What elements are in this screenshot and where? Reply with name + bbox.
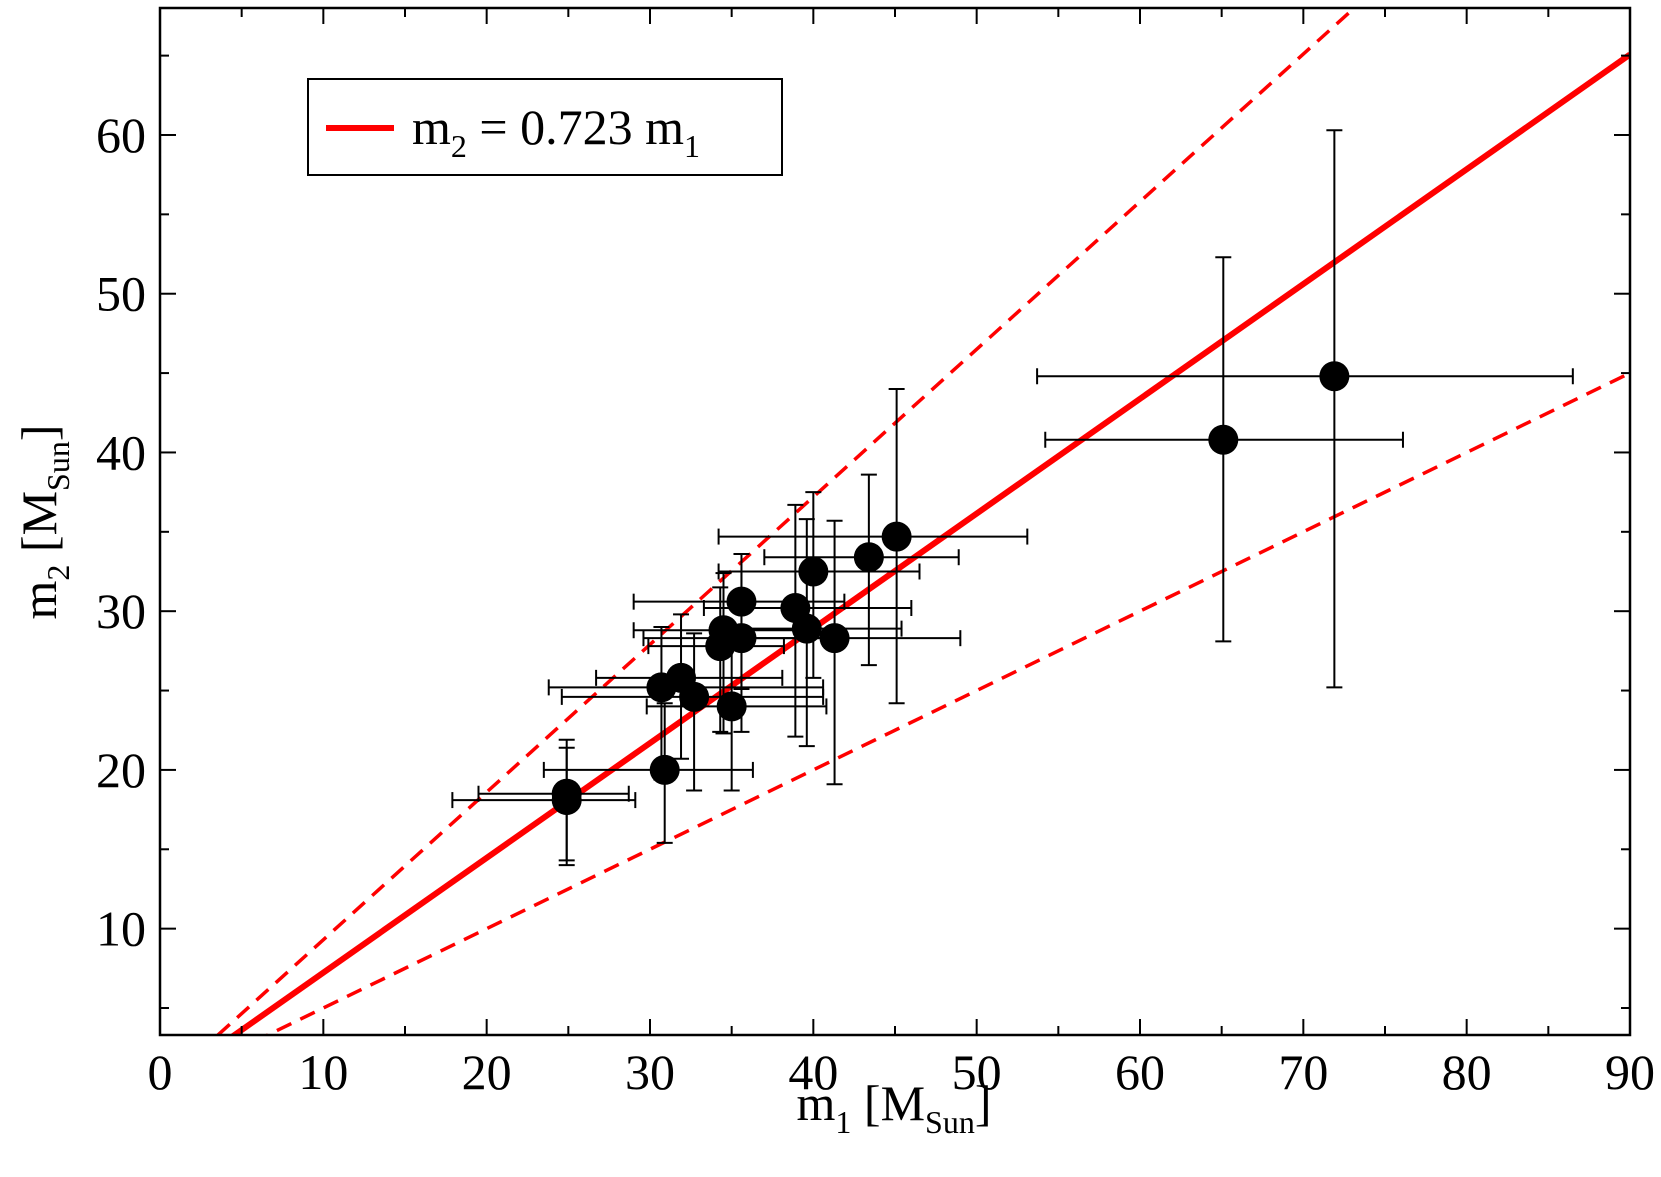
y-tick-label: 20 [96,742,146,798]
data-point-2 [649,754,680,785]
error-bar-2 [542,702,754,844]
y-axis-label-unit: [M [11,491,67,565]
x-tick-label: 60 [1115,1044,1165,1100]
data-point-18 [1319,361,1350,392]
y-axis-label-close: ] [11,425,67,442]
data-point-16 [881,521,912,552]
data-point-17 [1208,424,1239,455]
error-bar-18 [1036,129,1574,689]
y-axis-label-base: m [11,580,67,619]
x-tick-label: 50 [952,1044,1002,1100]
legend-m2: m [412,99,451,155]
data-points [551,361,1350,816]
y-tick-label: 50 [96,266,146,322]
x-tick-label: 70 [1278,1044,1328,1100]
x-axis-label-close: ] [975,1075,992,1131]
y-tick-label: 10 [96,901,146,957]
data-point-8 [716,691,747,722]
data-point-15 [853,542,884,573]
error-bars [451,129,1574,867]
y-tick-label: 40 [96,424,146,480]
legend: m2 = 0.723 m1 [307,78,783,176]
legend-m1-subscript: 1 [684,128,700,164]
x-tick-label: 80 [1442,1044,1492,1100]
y-tick-label: 30 [96,583,146,639]
data-point-12 [791,613,822,644]
legend-equation: = 0.723 m [467,99,684,155]
y-tick-label: 60 [96,107,146,163]
x-axis-label-unit: [M [851,1075,925,1131]
error-bar-14 [730,519,962,786]
data-point-1 [551,785,582,816]
x-axis-label-subscript: 1 [835,1104,851,1140]
data-point-5 [679,681,710,712]
x-tick-label: 30 [625,1044,675,1100]
data-point-10 [726,586,757,617]
x-tick-label: 40 [788,1044,838,1100]
y-axis-label-subscript: 2 [40,565,76,581]
bound-line-1 [215,8,1357,1035]
x-tick-label: 0 [148,1044,173,1100]
data-point-9 [726,623,757,654]
x-tick-label: 10 [298,1044,348,1100]
x-axis-label-base: m [797,1075,836,1131]
legend-m2-subscript: 2 [451,128,467,164]
data-point-13 [798,556,829,587]
x-axis-label-unit-subscript: Sun [925,1104,975,1140]
y-axis-label: m2 [MSun] [11,425,76,620]
x-tick-label: 20 [462,1044,512,1100]
x-axis-label: m1 [MSun] [797,1075,992,1140]
x-tick-label: 90 [1605,1044,1655,1100]
bound-line-2 [263,371,1630,1035]
y-axis-label-unit-subscript: Sun [40,441,76,491]
legend-label: m2 = 0.723 m1 [412,99,700,164]
data-point-14 [819,623,850,654]
axes: 0 10 20 30 40 50 60 70 80 90 10 20 30 40 50 60 [96,6,1655,1100]
